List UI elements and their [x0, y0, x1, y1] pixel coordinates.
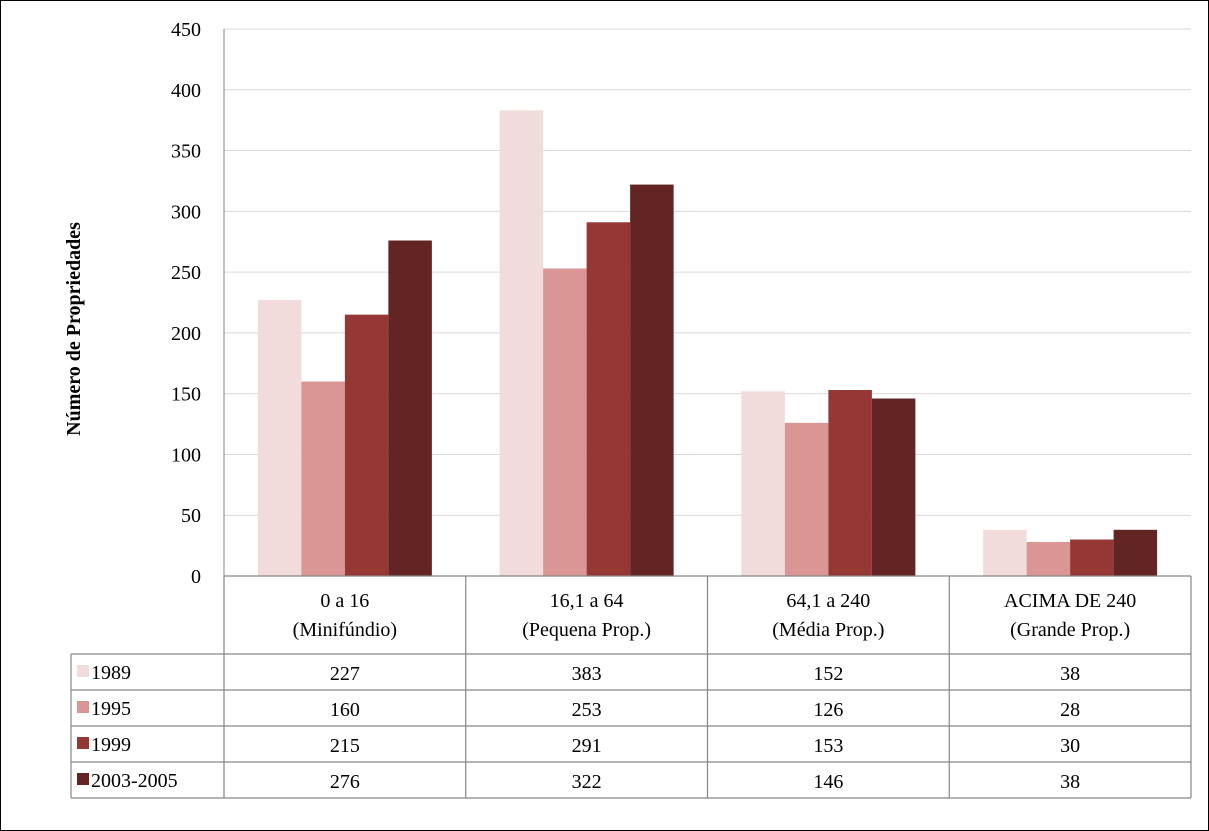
table-cell-value: 322 — [572, 771, 602, 793]
y-tick-label: 450 — [171, 19, 201, 41]
bar-1999-4 — [1070, 539, 1114, 576]
table-cell-value: 126 — [813, 699, 843, 721]
table-cell-value: 30 — [1060, 735, 1080, 757]
bar-2003-2005-1 — [388, 240, 432, 577]
legend-key-2003-2005 — [77, 773, 89, 785]
table-cell-value: 383 — [572, 663, 602, 685]
table-cell-value: 38 — [1060, 663, 1080, 685]
legend-label: 1995 — [91, 698, 131, 720]
table-cell-value: 291 — [572, 735, 602, 757]
bar-1999-3 — [828, 390, 872, 576]
y-tick-label: 400 — [171, 80, 201, 102]
legend-key-1989 — [77, 665, 89, 677]
x-category-label: ACIMA DE 240 (Grande Prop.) — [1004, 590, 1136, 641]
legend-key-1999 — [77, 737, 89, 749]
y-tick-label: 350 — [171, 141, 201, 163]
bar-2003-2005-2 — [630, 184, 674, 576]
bar-1995-3 — [784, 422, 829, 576]
bar-1995-1 — [301, 381, 345, 576]
y-tick-label: 200 — [171, 323, 201, 345]
y-tick-label: 50 — [181, 505, 201, 527]
y-axis-label: Número de Propriedades — [63, 222, 85, 436]
table-cell-value: 276 — [330, 771, 360, 793]
x-category-label: 64,1 a 240 (Média Prop.) — [772, 590, 884, 641]
bar-1999-1 — [344, 314, 389, 576]
y-tick-label: 0 — [191, 566, 201, 588]
y-tick-label: 300 — [171, 201, 201, 223]
bar-1989-1 — [257, 300, 302, 576]
table-cell-value: 227 — [330, 663, 360, 685]
legend-label: 1989 — [91, 662, 131, 684]
x-category-label: 0 a 16 (Minifúndio) — [293, 590, 397, 641]
bar-1989-3 — [741, 391, 785, 576]
table-cell-value: 38 — [1060, 771, 1080, 793]
y-tick-label: 150 — [171, 384, 201, 406]
x-category-label: 16,1 a 64 (Pequena Prop.) — [522, 590, 651, 641]
bar-1999-2 — [586, 222, 631, 577]
legend-key-1995 — [77, 701, 89, 713]
bar-1989-2 — [499, 110, 544, 576]
table-cell-value: 146 — [813, 771, 843, 793]
bar-2003-2005-3 — [871, 398, 916, 576]
table-cell-value: 215 — [330, 735, 360, 757]
table-cell-value: 28 — [1060, 699, 1080, 721]
table-cell-value: 160 — [330, 699, 360, 721]
legend-label: 1999 — [91, 734, 131, 756]
bar-1995-2 — [543, 268, 587, 576]
legend-label: 2003-2005 — [91, 770, 178, 792]
table-cell-value: 253 — [572, 699, 602, 721]
y-tick-label: 100 — [171, 444, 201, 466]
table-cell-value: 153 — [813, 735, 843, 757]
table-cell-value: 152 — [813, 663, 843, 685]
bar-1989-4 — [983, 529, 1027, 576]
y-tick-label: 250 — [171, 262, 201, 284]
bar-1995-4 — [1026, 541, 1071, 576]
bar-2003-2005-4 — [1113, 529, 1158, 576]
